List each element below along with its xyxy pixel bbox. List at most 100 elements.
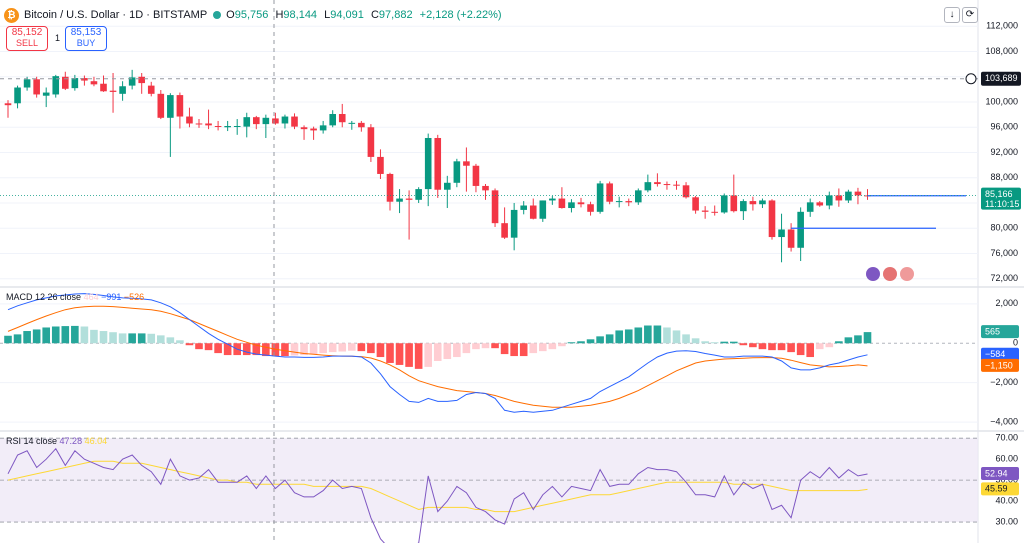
candle[interactable] (615, 196, 623, 208)
candle[interactable] (329, 110, 336, 128)
candle[interactable] (147, 81, 155, 97)
candle[interactable] (444, 175, 451, 209)
candle[interactable] (472, 163, 480, 193)
candle[interactable] (768, 199, 776, 240)
candle[interactable] (243, 112, 251, 138)
candle[interactable] (100, 75, 107, 92)
candle[interactable] (711, 205, 718, 216)
candle[interactable] (482, 184, 489, 200)
candle[interactable] (463, 147, 470, 192)
rsi-pane[interactable] (7, 447, 868, 543)
candle[interactable] (81, 75, 88, 86)
candle[interactable] (224, 120, 231, 132)
candle[interactable] (606, 181, 613, 205)
candle[interactable] (778, 213, 785, 263)
macd-signal-line[interactable] (7, 305, 868, 408)
candle[interactable] (42, 87, 50, 108)
candle[interactable] (90, 76, 98, 87)
candle[interactable] (806, 198, 814, 217)
macd-line[interactable] (7, 293, 868, 413)
candle[interactable] (720, 193, 728, 214)
candle[interactable] (14, 85, 21, 109)
macd-legend[interactable]: MACD 12 26 close 464 −991 −526 (6, 292, 144, 302)
candle[interactable] (424, 133, 432, 207)
candle[interactable] (491, 188, 499, 227)
candle[interactable] (272, 112, 279, 125)
candle[interactable] (338, 103, 346, 128)
candle[interactable] (596, 180, 604, 214)
candle[interactable] (109, 73, 117, 113)
price-axis[interactable]: 72,00076,00080,00084,00088,00092,00096,0… (981, 21, 1021, 527)
candle[interactable] (759, 198, 766, 209)
events-markers[interactable] (866, 267, 914, 281)
candle[interactable] (396, 189, 403, 214)
candle[interactable] (510, 202, 518, 251)
candle[interactable] (262, 114, 270, 138)
candle[interactable] (701, 206, 709, 219)
candle[interactable] (864, 189, 871, 200)
candle[interactable] (539, 200, 547, 222)
sell-button[interactable]: 85,152 SELL (6, 26, 48, 51)
candle[interactable] (253, 115, 260, 130)
candle[interactable] (625, 198, 633, 207)
candle[interactable] (816, 201, 824, 207)
candle[interactable] (52, 74, 60, 98)
candle[interactable] (749, 196, 757, 211)
macd-pane[interactable] (4, 293, 872, 413)
arrow-down-icon[interactable]: ↓ (944, 7, 960, 23)
us-flag-icon[interactable] (900, 267, 914, 281)
candle[interactable] (348, 120, 356, 130)
candle[interactable] (787, 223, 795, 252)
candle[interactable] (291, 113, 298, 130)
rsi-legend[interactable]: RSI 14 close 47.28 46.04 (6, 436, 107, 446)
candle[interactable] (405, 190, 413, 240)
candle[interactable] (854, 187, 862, 205)
candle[interactable] (4, 100, 12, 118)
candle[interactable] (835, 188, 843, 207)
candle[interactable] (214, 120, 222, 131)
candle[interactable] (520, 201, 527, 215)
candle[interactable] (71, 74, 79, 91)
symbol-title[interactable]: Bitcoin / U.S. Dollar · 1D · BITSTAMP (24, 9, 208, 21)
candle[interactable] (740, 199, 747, 221)
candle[interactable] (663, 181, 671, 190)
rsi-line[interactable] (7, 447, 868, 543)
candle[interactable] (654, 173, 661, 187)
candle[interactable] (310, 126, 317, 140)
candle[interactable] (577, 197, 585, 208)
candle[interactable] (635, 188, 642, 205)
candle[interactable] (568, 199, 575, 213)
candle[interactable] (62, 71, 69, 91)
candle[interactable] (673, 180, 680, 190)
rsi-ma-line[interactable] (7, 460, 868, 513)
us-flag-icon[interactable] (883, 267, 897, 281)
candle[interactable] (692, 196, 699, 214)
refresh-icon[interactable]: ⟳ (962, 7, 978, 23)
candle[interactable] (845, 189, 852, 203)
candle[interactable] (501, 207, 508, 239)
candle[interactable] (377, 149, 384, 179)
candle[interactable] (826, 191, 833, 210)
candle[interactable] (415, 187, 422, 203)
candle[interactable] (128, 69, 136, 90)
candle[interactable] (195, 119, 203, 128)
candle[interactable] (300, 125, 308, 140)
candle[interactable] (319, 120, 327, 134)
candle[interactable] (558, 187, 566, 209)
candle[interactable] (797, 207, 804, 262)
candle[interactable] (138, 73, 145, 94)
candle[interactable] (167, 93, 174, 157)
add-alert-icon[interactable] (965, 73, 977, 85)
price-pane[interactable] (0, 69, 978, 263)
candle[interactable] (205, 109, 212, 130)
candle[interactable] (730, 174, 738, 213)
candle[interactable] (186, 107, 193, 128)
candle[interactable] (549, 196, 556, 205)
candle[interactable] (434, 134, 442, 198)
candle[interactable] (33, 76, 40, 98)
candle[interactable] (386, 172, 394, 211)
candle[interactable] (529, 198, 537, 220)
candle[interactable] (367, 124, 375, 162)
candle[interactable] (281, 114, 289, 129)
